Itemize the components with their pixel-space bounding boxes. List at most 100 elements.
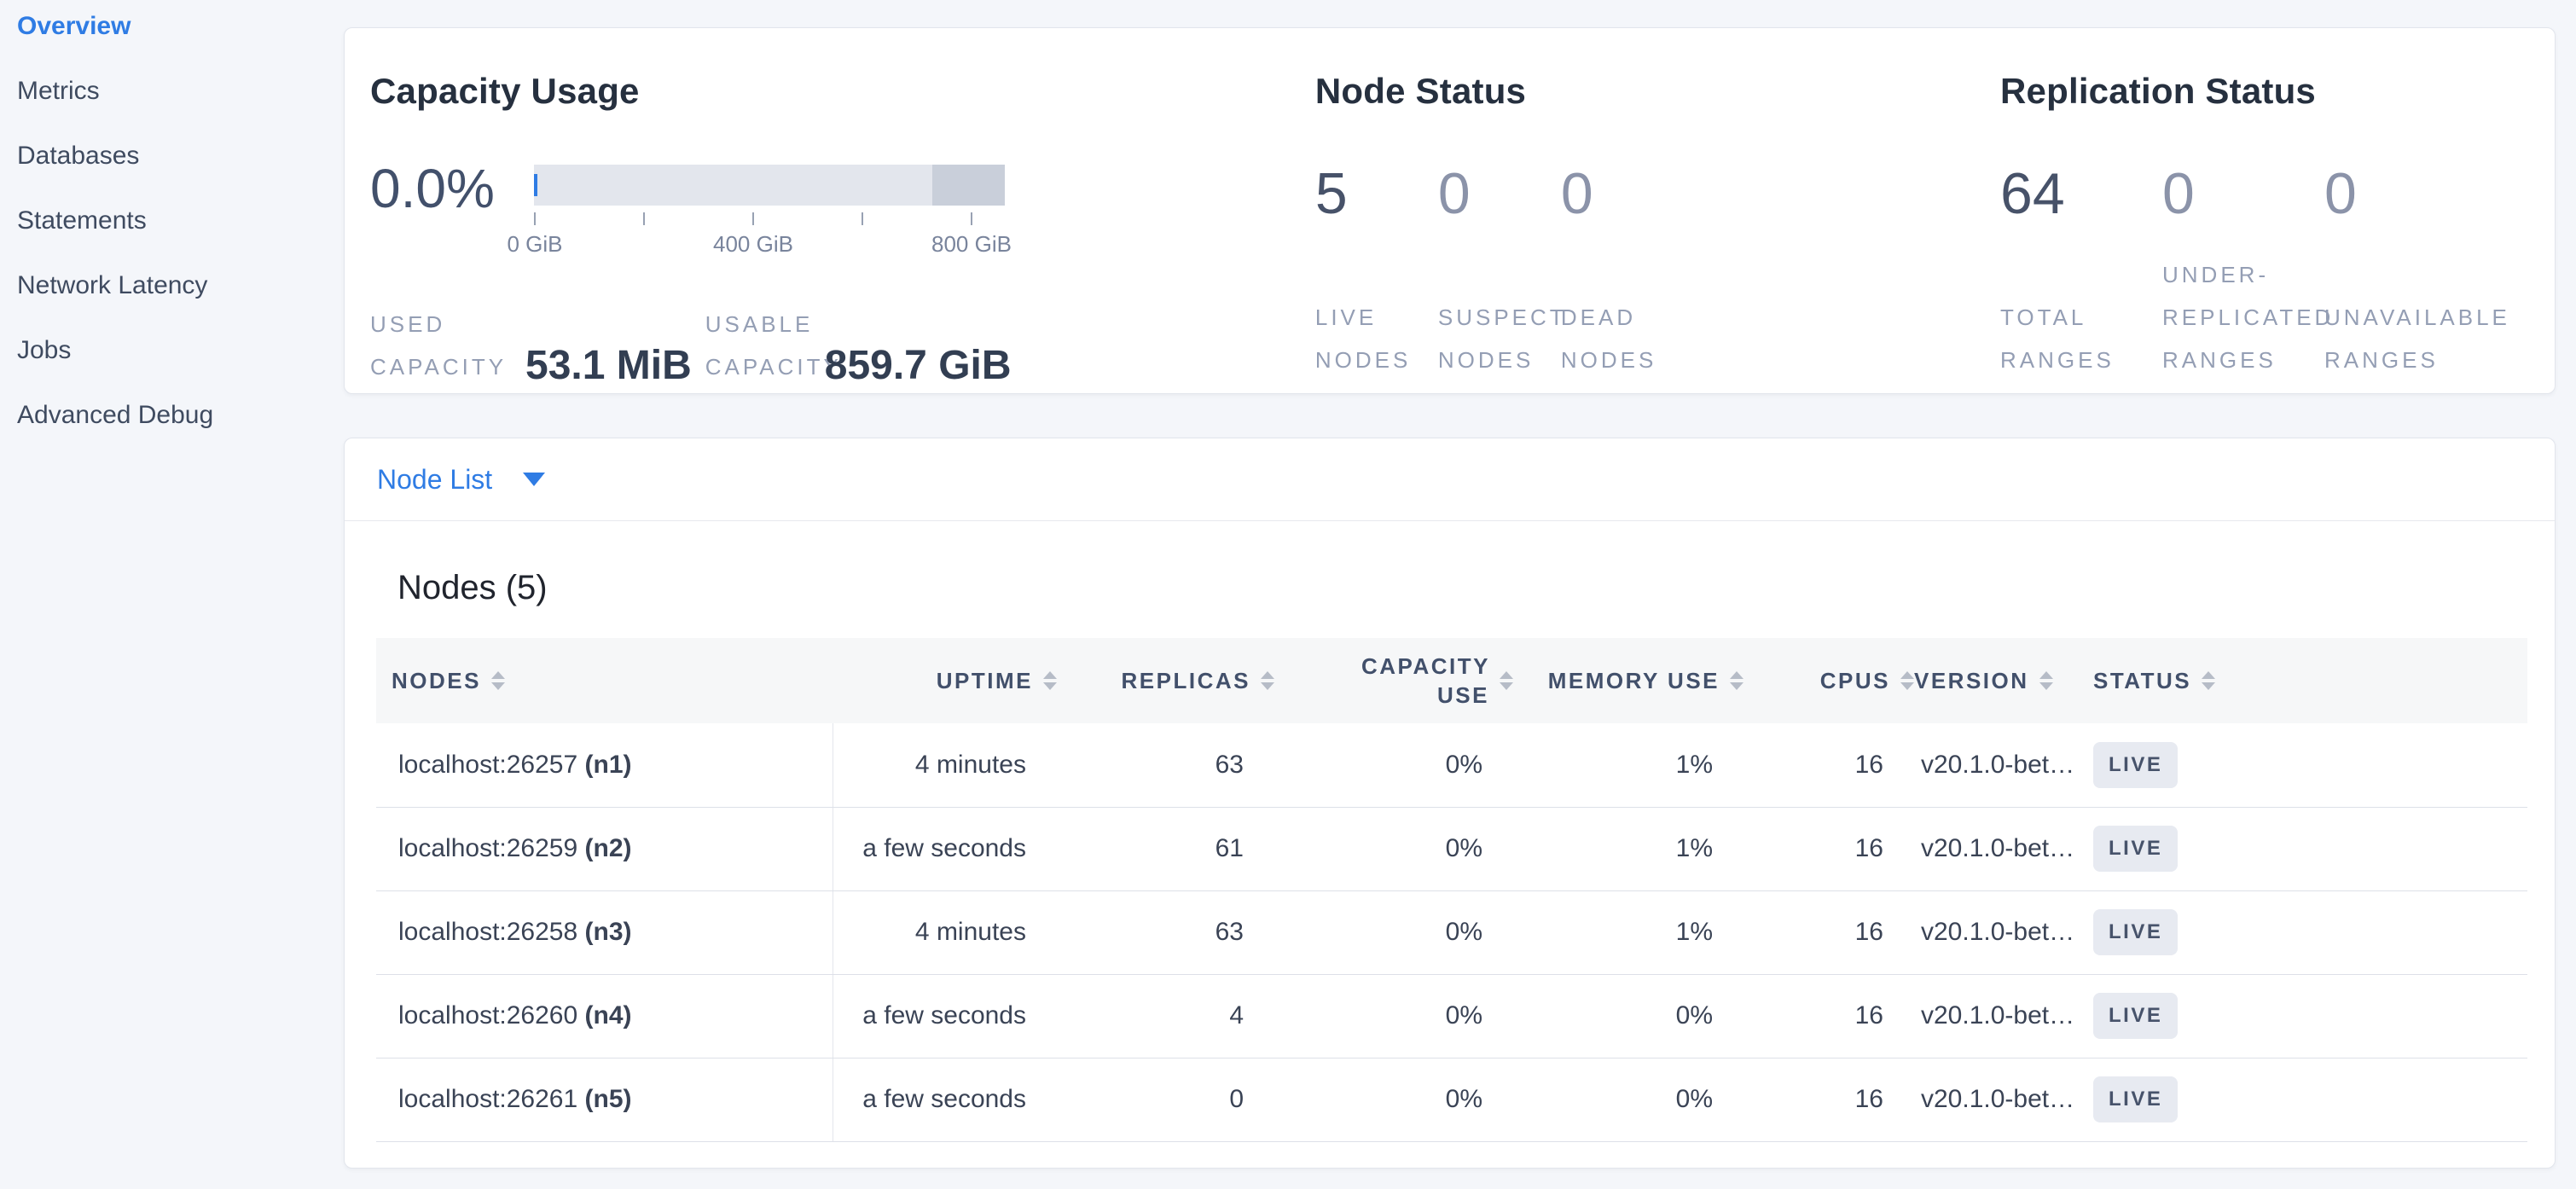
status-badge: LIVE (2093, 741, 2179, 788)
column-header-replicas[interactable]: REPLICAS (1057, 638, 1274, 723)
live-nodes-stat: 5 LIVE NODES (1314, 161, 1438, 381)
unavailable-ranges-stat: 0 UNAVAILABLE RANGES (2324, 161, 2521, 381)
sort-icon[interactable] (2202, 671, 2216, 690)
unavailable-ranges-label: UNAVAILABLE RANGES (2324, 304, 2510, 373)
version-cell: v20.1.0-bet… (1914, 890, 2093, 975)
column-label: NODES (392, 668, 481, 693)
node-list-dropdown[interactable]: Node List (345, 438, 2555, 521)
sidebar: Overview Metrics Databases Statements Ne… (0, 0, 337, 1189)
sort-icon[interactable] (1043, 671, 1057, 690)
axis-tick (862, 212, 863, 225)
table-row: localhost:26261 (n5) a few seconds 0 0% … (376, 1058, 2527, 1142)
used-capacity-label: USED CAPACITY (370, 311, 508, 380)
capacity-bar-used-marker (534, 174, 537, 196)
version-cell: v20.1.0-bet… (1914, 1058, 2093, 1142)
live-nodes-label: LIVE NODES (1314, 304, 1412, 373)
column-header-memory-use[interactable]: MEMORY USE (1513, 638, 1743, 723)
node-address-link[interactable]: localhost:26260 (398, 1001, 578, 1030)
main-content: Capacity Usage 0.0% 0 GiB 40 (344, 27, 2556, 1169)
nodes-table-area: Nodes (5) NODES UPTIME (345, 521, 2555, 1142)
axis-label-800: 800 GiB (931, 231, 1012, 257)
cpus-cell: 16 (1743, 723, 1914, 808)
total-ranges-stat: 64 TOTAL RANGES (2000, 161, 2162, 381)
sort-icon[interactable] (1500, 671, 1513, 690)
status-badge: LIVE (2093, 993, 2179, 1039)
column-header-nodes[interactable]: NODES (376, 638, 833, 723)
sidebar-item-overview[interactable]: Overview (17, 12, 131, 40)
sidebar-item-metrics[interactable]: Metrics (17, 77, 100, 105)
memory-use-cell: 1% (1513, 890, 1743, 975)
axis-tick (534, 212, 536, 225)
sidebar-item-statements[interactable]: Statements (17, 206, 147, 235)
total-ranges-value: 64 (2000, 161, 2065, 226)
column-header-capacity-use[interactable]: CAPACITY USE (1274, 638, 1513, 723)
version-cell: v20.1.0-bet… (1914, 807, 2093, 891)
node-address-link[interactable]: localhost:26257 (398, 750, 578, 779)
replicas-cell: 4 (1057, 974, 1274, 1058)
capacity-bar-reserved-segment (932, 165, 1005, 206)
sort-icon[interactable] (490, 671, 505, 690)
axis-tick (752, 212, 754, 225)
capacity-use-cell: 0% (1274, 723, 1513, 808)
sidebar-item-jobs[interactable]: Jobs (17, 336, 72, 364)
usable-capacity-label: USABLE CAPACITY (705, 311, 842, 380)
sidebar-item-advanced-debug[interactable]: Advanced Debug (17, 401, 214, 429)
status-cell: LIVE (2093, 974, 2527, 1058)
node-id: (n5) (584, 1085, 632, 1113)
node-address-link[interactable]: localhost:26261 (398, 1085, 578, 1113)
suspect-nodes-label: SUSPECT NODES (1437, 304, 1567, 373)
node-id: (n2) (584, 834, 632, 862)
sidebar-item-network-latency[interactable]: Network Latency (17, 271, 208, 299)
replication-status-section: Replication Status 64 TOTAL RANGES 0 UND… (2000, 71, 2521, 393)
uptime-cell: a few seconds (833, 807, 1057, 891)
sort-icon[interactable] (1900, 671, 1914, 690)
dead-nodes-stat: 0 DEAD NODES (1560, 161, 1684, 381)
column-header-version[interactable]: VERSION (1914, 638, 2093, 723)
column-label: REPLICAS (1121, 668, 1250, 693)
table-header-row: NODES UPTIME REPLICAS CAPACITY USE (376, 638, 2527, 723)
sidebar-item-databases[interactable]: Databases (17, 142, 140, 170)
table-row: localhost:26257 (n1) 4 minutes 63 0% 1% … (376, 723, 2527, 808)
capacity-percent: 0.0% (370, 158, 495, 219)
column-label: CPUS (1819, 668, 1890, 693)
status-cell: LIVE (2093, 807, 2527, 891)
table-row: localhost:26260 (n4) a few seconds 4 0% … (376, 974, 2527, 1058)
capacity-usage-title: Capacity Usage (370, 71, 640, 111)
sort-icon[interactable] (2039, 671, 2053, 690)
capacity-use-cell: 0% (1274, 974, 1513, 1058)
live-nodes-value: 5 (1314, 161, 1348, 226)
memory-use-cell: 0% (1513, 1058, 1743, 1142)
capacity-use-cell: 0% (1274, 890, 1513, 975)
capacity-use-cell: 0% (1274, 807, 1513, 891)
under-replicated-stat: 0 UNDER-REPLICATED RANGES (2162, 165, 2330, 381)
column-header-status[interactable]: STATUS (2093, 638, 2527, 723)
total-ranges-label: TOTAL RANGES (2000, 304, 2115, 373)
uptime-cell: 4 minutes (833, 890, 1057, 975)
cluster-summary-card: Capacity Usage 0.0% 0 GiB 40 (344, 27, 2556, 394)
version-cell: v20.1.0-bet… (1914, 974, 2093, 1058)
used-capacity-value: 53.1 MiB (525, 343, 692, 388)
nodes-table: NODES UPTIME REPLICAS CAPACITY USE (376, 638, 2527, 1142)
capacity-stats: USED CAPACITY 53.1 MiB USABLE CAPACITY 8… (370, 303, 1315, 388)
column-label: VERSION (1914, 668, 2029, 693)
cpus-cell: 16 (1743, 807, 1914, 891)
chevron-down-icon[interactable] (523, 473, 546, 486)
status-badge: LIVE (2093, 1076, 2179, 1122)
replicas-cell: 0 (1057, 1058, 1274, 1142)
node-status-title: Node Status (1314, 71, 1527, 111)
sort-icon[interactable] (1730, 671, 1743, 690)
node-address-link[interactable]: localhost:26259 (398, 834, 578, 862)
dead-nodes-value: 0 (1560, 161, 1593, 226)
column-header-uptime[interactable]: UPTIME (833, 638, 1057, 723)
replication-status-title: Replication Status (2000, 71, 2316, 111)
replicas-cell: 61 (1057, 807, 1274, 891)
capacity-usage-section: Capacity Usage 0.0% 0 GiB 40 (370, 71, 1315, 393)
replicas-cell: 63 (1057, 890, 1274, 975)
unavailable-ranges-value: 0 (2324, 161, 2357, 226)
node-status-section: Node Status 5 LIVE NODES 0 SUSPECT NODES… (1315, 71, 2000, 393)
sort-icon[interactable] (1261, 671, 1274, 690)
node-list-dropdown-label[interactable]: Node List (377, 463, 493, 495)
uptime-cell: a few seconds (833, 974, 1057, 1058)
column-header-cpus[interactable]: CPUS (1743, 638, 1914, 723)
node-address-link[interactable]: localhost:26258 (398, 918, 578, 946)
